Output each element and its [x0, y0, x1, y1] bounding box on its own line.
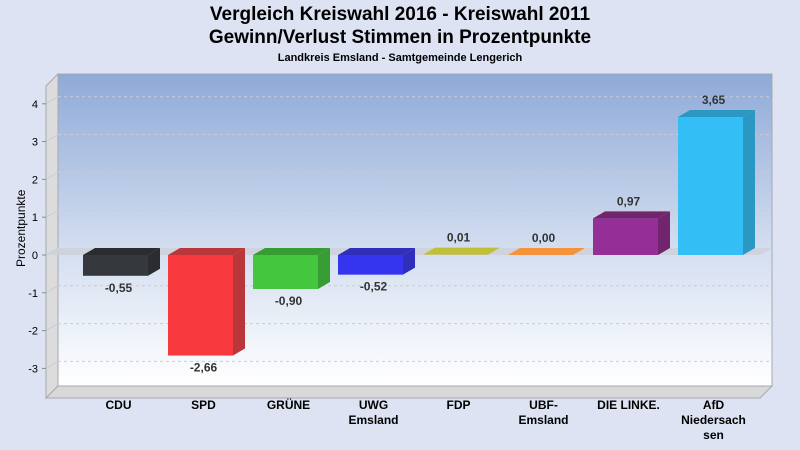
bar-front	[593, 218, 658, 255]
x-tick-label-line: UWG	[358, 398, 389, 412]
bar-top	[168, 248, 245, 255]
gridline-wall	[45, 323, 59, 332]
x-tick-label-line: GRÜNE	[266, 398, 311, 412]
bar-side	[658, 211, 670, 255]
x-tick-label: FDP	[414, 398, 504, 413]
bar	[423, 247, 500, 255]
x-tick-label-line: Niedersach	[681, 413, 746, 427]
y-tick-label: 3	[32, 137, 38, 149]
bar-front	[678, 117, 743, 255]
data-label: -0,52	[360, 280, 388, 294]
bar-front	[83, 255, 148, 276]
bar	[253, 248, 330, 290]
x-tick-label-line: sen	[703, 428, 724, 442]
data-label: 0,01	[447, 231, 471, 245]
x-tick-label: DIE LINKE.	[584, 398, 674, 413]
bar-side	[403, 248, 415, 275]
bar-front	[338, 255, 403, 275]
bar-front	[253, 255, 318, 290]
y-tick-label: -1	[28, 288, 38, 300]
x-tick-label: CDU	[74, 398, 164, 413]
data-label: -0,90	[275, 294, 303, 308]
bar	[678, 110, 755, 255]
y-tick-label: -2	[28, 326, 38, 338]
x-tick-label: AfD Niedersach sen	[669, 398, 759, 443]
bar-side	[148, 248, 160, 276]
bar-top	[678, 110, 755, 118]
y-tick-label: -3	[28, 363, 38, 375]
bar-front	[168, 255, 233, 356]
y-axis-label: Prozentpunkte	[14, 189, 28, 267]
data-label: 3,65	[702, 93, 726, 107]
x-tick-label: UWG Emsland	[329, 398, 419, 428]
floor	[44, 385, 774, 399]
gridline-wall	[45, 360, 59, 369]
x-tick-label-line: Emsland	[348, 413, 399, 427]
x-tick-label-line: FDP	[446, 398, 471, 412]
data-label: -0,55	[105, 281, 133, 295]
gridline-wall	[45, 96, 59, 105]
x-tick-label: GRÜNE	[244, 398, 334, 413]
x-tick-label: SPD	[159, 398, 249, 413]
x-tick-label-line: DIE LINKE.	[597, 398, 660, 412]
y-tick-label: 2	[32, 174, 38, 186]
bar-side	[233, 248, 245, 356]
x-tick-label: UBF- Emsland	[499, 398, 589, 428]
y-tick-label: 1	[32, 212, 38, 224]
x-tick-label-line: UBF-	[529, 398, 558, 412]
data-label: 0,00	[532, 231, 556, 245]
bar-side	[318, 248, 330, 290]
x-tick-label-line: Emsland	[518, 413, 569, 427]
data-label: -2,66	[190, 361, 218, 375]
bar-top	[593, 211, 670, 219]
chart-title: Vergleich Kreiswahl 2016 - Kreiswahl 201…	[209, 4, 591, 25]
bar-side	[743, 110, 755, 255]
x-tick-label-line: CDU	[105, 398, 132, 412]
x-tick-label-line: AfD	[702, 398, 725, 412]
x-tick-label-line: SPD	[191, 398, 216, 412]
y-tick-label: 0	[32, 250, 38, 262]
gridline-wall	[45, 209, 59, 218]
bar	[338, 248, 415, 275]
chart-subtitle: Gewinn/Verlust Stimmen in Prozentpunkte	[208, 27, 592, 48]
bar	[508, 248, 585, 255]
bar	[593, 211, 670, 255]
bar-top	[338, 248, 415, 255]
bar-top	[508, 248, 585, 255]
bar-top	[253, 248, 330, 255]
bar-top	[423, 247, 500, 255]
bar-top	[83, 248, 160, 255]
bar	[83, 248, 160, 276]
gridline-wall	[45, 285, 59, 294]
y-tick-label: 4	[32, 99, 38, 111]
data-label: 0,97	[617, 194, 641, 208]
gridline-wall	[45, 134, 59, 143]
gridline-wall	[45, 171, 59, 180]
bar	[168, 248, 245, 356]
chart-caption: Landkreis Emsland - Samtgemeinde Lengeri…	[277, 52, 523, 64]
left-wall	[45, 72, 59, 400]
